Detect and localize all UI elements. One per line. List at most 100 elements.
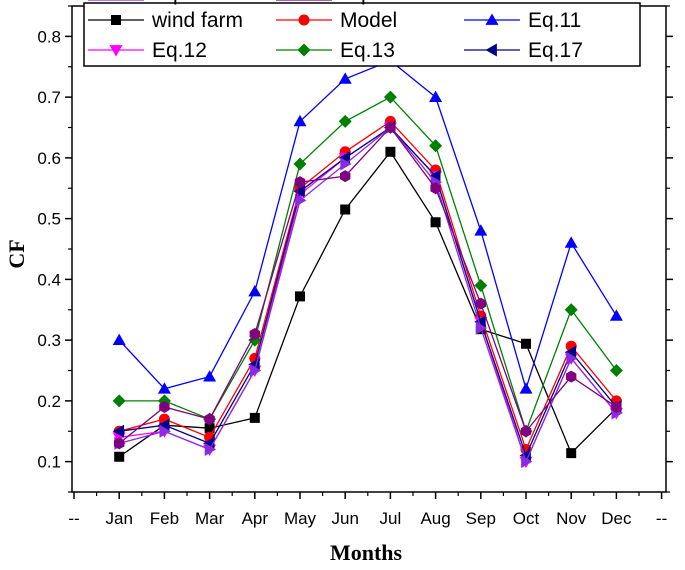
legend-marker <box>109 45 123 57</box>
x-tick-label: May <box>284 509 317 528</box>
series-line <box>119 126 617 458</box>
data-point <box>157 418 170 432</box>
y-tick-label: 0.5 <box>37 210 61 229</box>
x-tick-label: Jul <box>380 509 402 528</box>
y-tick-label: 0.3 <box>37 331 61 350</box>
data-point <box>114 451 125 462</box>
data-point <box>112 333 126 345</box>
legend-label: Model <box>340 9 397 32</box>
series-line <box>119 120 617 452</box>
legend-marker <box>111 15 121 25</box>
data-point <box>609 309 623 321</box>
y-tick-label: 0.4 <box>37 270 61 289</box>
data-point <box>293 157 307 171</box>
y-tick-label: 0.8 <box>37 27 61 46</box>
data-point <box>340 204 351 215</box>
legend-box <box>83 2 641 67</box>
data-point <box>474 315 486 329</box>
data-point <box>157 382 171 394</box>
legend-label: wind farm <box>151 9 243 32</box>
x-tick-label: Aug <box>420 509 450 528</box>
data-point <box>295 291 305 302</box>
data-point <box>294 176 306 189</box>
data-point <box>293 184 305 198</box>
data-point <box>112 424 125 438</box>
y-tick-label: 0.6 <box>37 149 61 168</box>
data-point <box>385 146 396 157</box>
data-point <box>566 448 577 459</box>
data-point <box>475 297 486 310</box>
axes: 0.1 0.2 0.3 0.4 0.5 0.6 0.7 0.8 -- Jan Feb Mar Apr Ma… <box>37 5 673 528</box>
data-point <box>429 90 443 102</box>
data-point <box>521 338 531 349</box>
data-point <box>383 90 397 104</box>
data-point <box>204 442 217 456</box>
data-point <box>159 400 170 413</box>
x-tick-label: Apr <box>242 509 269 528</box>
data-point <box>519 449 531 463</box>
data-point <box>204 423 215 434</box>
data-point <box>295 193 307 207</box>
series-model <box>113 115 622 455</box>
y-axis-title: CF <box>4 239 29 268</box>
x-tick-label: Sep <box>466 509 496 528</box>
x-tick-label: -- <box>68 509 79 528</box>
data-point <box>249 328 260 341</box>
data-point <box>611 400 622 413</box>
series-layer <box>112 54 623 469</box>
legend-label: Eq.13 <box>340 39 395 62</box>
series-line <box>118 126 617 444</box>
data-point <box>564 236 578 248</box>
data-point <box>564 303 578 317</box>
legend-label: Eq.11 <box>528 9 581 32</box>
data-point <box>112 394 126 408</box>
legend-label: Eq.15 <box>340 0 395 5</box>
series-line <box>118 150 617 458</box>
data-point <box>340 170 351 183</box>
data-point <box>385 121 396 134</box>
legend-label: Eq.12 <box>152 39 207 62</box>
legend-marker <box>297 43 311 57</box>
series-line <box>119 96 617 434</box>
data-point <box>159 424 171 438</box>
y-tick-label: 0.1 <box>37 453 61 472</box>
x-tick-label: Jan <box>105 509 132 528</box>
legend: wind farm Model Eq.11 Eq.12 Eq.13 Eq.17 Eq.19 E… <box>83 0 641 67</box>
x-tick-label: -- <box>656 509 667 528</box>
data-point <box>249 364 262 377</box>
x-tick-label: Feb <box>150 509 179 528</box>
series-line <box>119 126 617 464</box>
data-point <box>564 345 577 359</box>
y-tick-label: 0.7 <box>37 88 61 107</box>
data-point <box>338 151 351 165</box>
data-point <box>429 169 441 183</box>
series-eq-11 <box>112 54 623 394</box>
series-eq-19 <box>114 121 623 469</box>
data-point <box>520 425 532 438</box>
data-point <box>249 412 260 423</box>
data-point <box>340 157 352 171</box>
legend-label: Eq.17 <box>528 39 583 62</box>
data-point <box>474 278 488 292</box>
series-line <box>118 59 617 392</box>
x-tick-label: Nov <box>556 509 587 528</box>
data-point <box>430 182 441 195</box>
data-point <box>248 285 262 297</box>
legend-marker <box>298 14 310 26</box>
x-tick-label: Jun <box>331 509 358 528</box>
data-point <box>430 217 441 228</box>
data-point <box>338 114 352 128</box>
data-point <box>521 455 533 469</box>
legend-marker <box>485 43 497 57</box>
data-point <box>204 413 215 426</box>
x-tick-label: Oct <box>513 509 540 528</box>
data-point <box>609 364 623 377</box>
x-tick-label: Dec <box>601 509 632 528</box>
series-eq-15 <box>114 121 622 450</box>
data-point <box>475 321 488 335</box>
data-point <box>293 114 307 127</box>
data-point <box>203 370 217 382</box>
data-point <box>566 351 578 365</box>
data-point <box>519 382 533 394</box>
